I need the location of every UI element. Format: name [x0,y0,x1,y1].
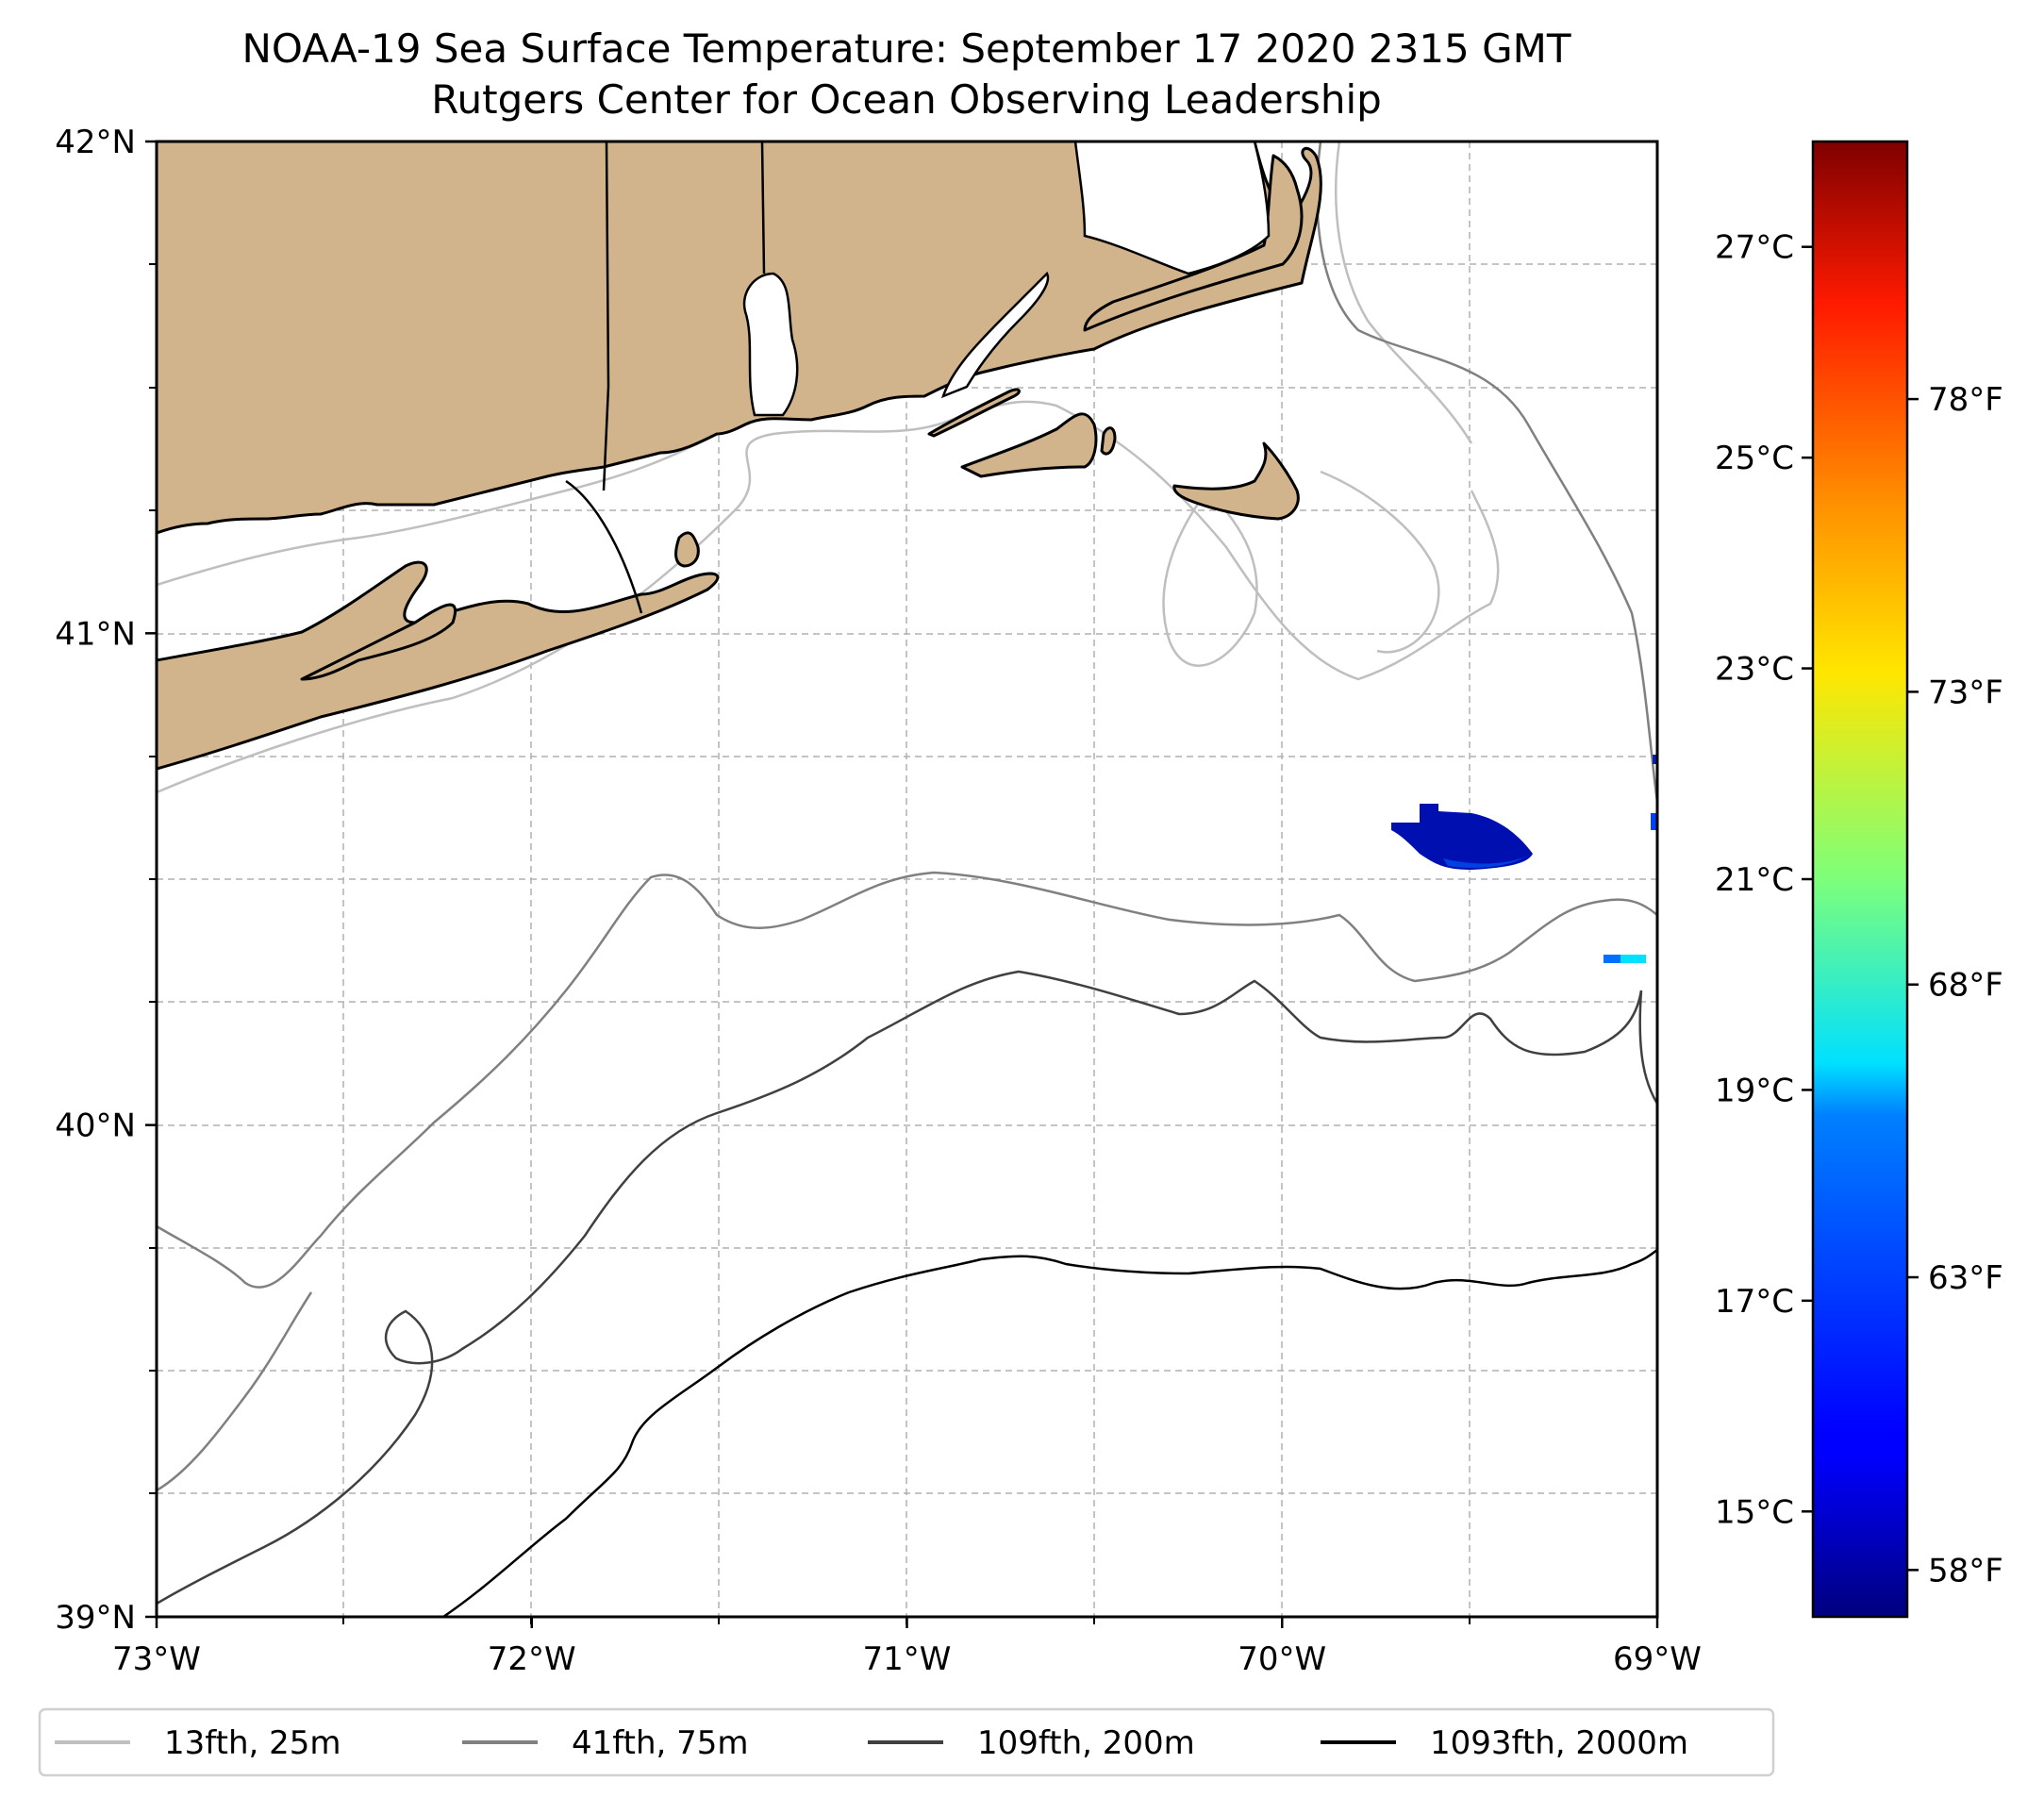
sst-patch-east-top [1653,755,1657,764]
land-chappaquiddick [1100,426,1117,456]
sst-patch-main [1391,804,1533,870]
map-major-ticks [145,140,1659,1628]
lat-tick-label: 40°N [55,1107,136,1145]
lon-tick-label: 72°W [488,1640,576,1678]
lat-tick-label: 42°N [55,124,136,161]
sst-patch-main-edge [1443,854,1533,868]
colorbar-celsius-label: 19°C [1715,1072,1794,1109]
colorbar-celsius-label: 15°C [1715,1493,1794,1531]
contour-200m [157,970,1657,1606]
colorbar: 15°C 17°C 19°C 21°C 23°C 25°C 27°C 58°F 63°F 68°… [1715,140,2003,1619]
land-mainland [157,141,1322,535]
state-border-ct-ri [602,141,610,491]
land-nantucket [1172,441,1300,521]
colorbar-celsius-label: 25°C [1715,440,1794,477]
map-title-line2: Rutgers Center for Ocean Observing Leade… [431,76,1382,123]
colorbar-celsius-label: 21°C [1715,861,1794,899]
cape-cod-bay [1073,141,1271,275]
contour-legend: 13fth, 25m 41fth, 75m 109fth, 200m 1093fth,… [38,1707,1775,1777]
legend-label: 13fth, 25m [164,1724,341,1762]
colorbar-fahrenheit-label: 68°F [1928,967,2003,1005]
lon-tick-label: 69°W [1613,1640,1702,1678]
lon-tick-label: 71°W [863,1640,952,1678]
land-long-island-north-fork [300,603,457,681]
map-title-line1: NOAA-19 Sea Surface Temperature: Septemb… [241,25,1570,72]
colorbar-celsius-ticks: 15°C 17°C 19°C 21°C 23°C 25°C 27°C [1715,229,1813,1531]
legend-label: 109fth, 200m [977,1724,1195,1762]
land-marthas-vineyard [960,412,1098,478]
land-elizabeth-islands [927,388,1021,438]
land-cape-cod [1083,154,1304,332]
legend-label: 41fth, 75m [572,1724,749,1762]
state-border-ri-ma [760,141,766,275]
narragansett-bay [742,272,799,417]
colorbar-celsius-label: 27°C [1715,229,1794,267]
colorbar-fahrenheit-label: 58°F [1928,1552,2003,1589]
legend-label: 1093fth, 2000m [1430,1724,1688,1762]
sst-patch-cyan [1604,955,1646,963]
land-block-island [674,531,700,568]
colorbar-fahrenheit-label: 78°F [1928,381,2003,419]
lat-tick-label: 41°N [55,615,136,653]
colorbar-fahrenheit-label: 63°F [1928,1259,2003,1297]
colorbar-fahrenheit-label: 73°F [1928,674,2003,711]
map-plot-area [145,140,1659,1628]
state-border-ny-ct [565,479,643,614]
contour-2000m [442,1248,1657,1617]
contour-75m [157,141,1657,1492]
buzzards-bay [940,271,1050,399]
lon-tick-label: 73°W [112,1640,201,1678]
longitude-tick-labels: 73°W 72°W 71°W 70°W 69°W [112,1640,1702,1678]
sst-patch-cyan-edge [1604,955,1620,963]
colorbar-celsius-label: 17°C [1715,1283,1794,1321]
colorbar-gradient [1811,140,1909,1619]
colorbar-celsius-label: 23°C [1715,651,1794,689]
lat-tick-label: 39°N [55,1599,136,1637]
land-long-island [157,560,720,771]
latitude-tick-labels: 42°N 41°N 40°N 39°N [55,124,136,1637]
lon-tick-label: 70°W [1238,1640,1326,1678]
colorbar-fahrenheit-ticks: 58°F 63°F 68°F 73°F 78°F [1907,381,2003,1589]
sst-patch-east [1651,813,1657,830]
